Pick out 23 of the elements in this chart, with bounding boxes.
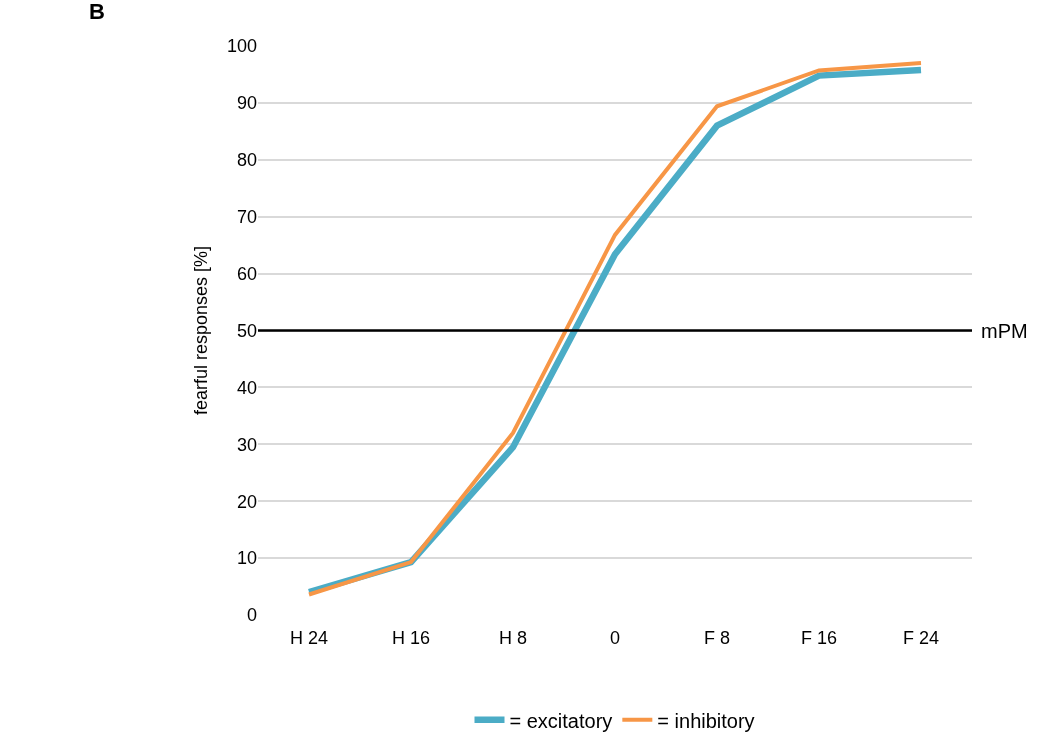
x-tick-label: H 24 bbox=[289, 628, 329, 648]
y-tick-label: 40 bbox=[236, 377, 257, 398]
y-tick-label: 70 bbox=[236, 207, 257, 227]
ref-line-label: mPM bbox=[981, 320, 1028, 342]
y-tick-label: 0 bbox=[246, 605, 257, 626]
y-tick-label: 10 bbox=[236, 548, 257, 569]
y-tick-label: 50 bbox=[236, 320, 257, 341]
y-tick-label: 20 bbox=[236, 491, 257, 512]
legend-label: = inhibitory bbox=[657, 709, 755, 732]
legend-label: = excitatory bbox=[509, 709, 613, 732]
y-tick-label: 90 bbox=[236, 93, 257, 114]
y-tick-label: 30 bbox=[236, 434, 257, 455]
y-tick-label: 80 bbox=[236, 150, 257, 171]
text: B bbox=[89, 0, 105, 24]
x-tick-label: F 16 bbox=[800, 628, 838, 648]
x-tick-label: H 8 bbox=[498, 628, 528, 648]
x-tick-label: 0 bbox=[609, 628, 621, 648]
x-tick-label: F 8 bbox=[703, 628, 731, 648]
y-tick-label: 100 bbox=[226, 36, 257, 57]
y-tick-label: 60 bbox=[236, 263, 257, 284]
x-tick-label: F 24 bbox=[902, 628, 940, 648]
y-axis-title: fearful responses [%] bbox=[191, 245, 212, 416]
x-tick-label: H 16 bbox=[391, 628, 431, 648]
